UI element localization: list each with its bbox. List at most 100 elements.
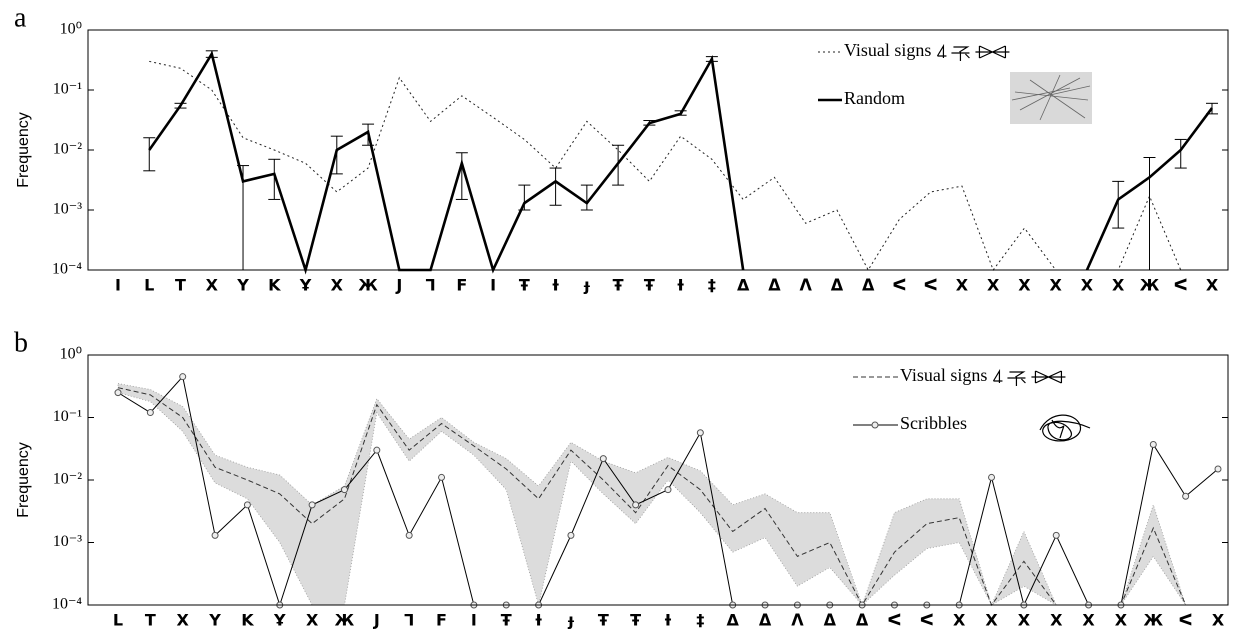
- x-tick-label: ᐸ: [924, 276, 938, 295]
- legend-marker: [871, 421, 879, 429]
- error-bar: [1112, 180, 1125, 229]
- data-point: [308, 501, 316, 509]
- random-inset: [1010, 72, 1092, 124]
- x-tick-label: X: [177, 611, 190, 630]
- x-tick-label: Ŧ: [613, 276, 624, 295]
- error-bar: [205, 50, 218, 58]
- error-bar: [612, 144, 625, 186]
- x-tick-label: ᐸ: [920, 611, 934, 630]
- data-point: [438, 473, 446, 481]
- error-bar: [674, 110, 687, 116]
- data-point: [146, 409, 154, 417]
- x-tick-label: Ɨ: [535, 611, 542, 630]
- data-point: [1182, 492, 1190, 500]
- y-tick-label: 10⁻³: [53, 201, 82, 218]
- x-tick-label: Ꞁ: [404, 611, 414, 630]
- error-bar: [1174, 138, 1187, 169]
- data-point: [1214, 465, 1222, 473]
- x-tick-label: Ꞁ: [425, 276, 435, 295]
- x-tick-label: Y: [236, 276, 249, 295]
- x-tick-label: Ұ: [273, 611, 286, 630]
- x-tick-label: ‡: [696, 611, 704, 630]
- y-tick-label: 10⁻¹: [53, 81, 82, 98]
- x-tick-label: Δ: [737, 276, 750, 295]
- x-tick-label: ɟ: [583, 276, 590, 295]
- error-bar: [580, 184, 593, 211]
- data-point: [988, 473, 996, 481]
- x-tick-label: X: [1050, 276, 1063, 295]
- x-tick-label: J: [373, 611, 380, 630]
- y-tick-label: 10⁻³: [53, 533, 82, 550]
- x-tick-label: Ŧ: [598, 611, 609, 630]
- x-tick-label: I: [115, 276, 121, 295]
- x-tick-label: X: [206, 276, 219, 295]
- data-point: [567, 531, 575, 539]
- data-point: [632, 501, 640, 509]
- x-tick-label: I: [490, 276, 496, 295]
- x-tick-label: X: [1050, 611, 1063, 630]
- error-bar: [1206, 102, 1218, 115]
- legend-glyph-icon: [1031, 370, 1066, 384]
- x-tick-label: Ɨ: [552, 276, 559, 295]
- x-tick-label: Ж: [1140, 276, 1160, 295]
- error-bar: [330, 135, 343, 175]
- x-tick-label: Ŧ: [519, 276, 530, 295]
- x-tick-label: X: [331, 276, 344, 295]
- x-tick-label: I: [471, 611, 477, 630]
- data-point: [340, 486, 348, 494]
- error-bar: [362, 123, 375, 146]
- x-tick-label: ᐸ: [1179, 611, 1193, 630]
- x-tick-label: T: [145, 611, 156, 630]
- x-tick-label: ɟ: [567, 611, 574, 630]
- x-tick-label: L: [144, 276, 154, 295]
- x-tick-label: ᐃ: [862, 276, 875, 295]
- x-tick-label: K: [241, 611, 254, 630]
- y-axis-label: Frequency: [15, 442, 32, 518]
- plot-frame: [87, 354, 1229, 606]
- x-tick-label: ᐃ: [856, 611, 869, 630]
- data-point: [373, 446, 381, 454]
- error-bar: [705, 56, 718, 62]
- data-point: [243, 501, 251, 509]
- x-tick-label: Y: [208, 611, 221, 630]
- y-tick-label: 10⁻⁴: [52, 261, 82, 278]
- x-tick-label: ‡: [708, 276, 716, 295]
- legend-glyph-icon: [936, 43, 947, 58]
- x-tick-label: X: [956, 276, 969, 295]
- x-tick-label: X: [1212, 611, 1225, 630]
- x-tick-label: X: [1081, 276, 1094, 295]
- x-tick-label: X: [1082, 611, 1095, 630]
- x-tick-label: J: [395, 276, 402, 295]
- x-tick-label: ᐃ: [824, 611, 837, 630]
- x-tick-label: X: [1018, 611, 1031, 630]
- data-point: [664, 486, 672, 494]
- x-tick-label: K: [268, 276, 281, 295]
- legend-glyph-icon: [992, 368, 1003, 383]
- x-tick-label: X: [985, 611, 998, 630]
- x-tick-label: F: [456, 276, 467, 295]
- y-tick-label: 10⁻¹: [53, 408, 82, 425]
- x-tick-label: L: [113, 611, 123, 630]
- panel-label: a: [14, 2, 27, 33]
- plot-frame: [87, 29, 1229, 271]
- series-line: [149, 60, 1182, 272]
- error-bar: [268, 158, 281, 200]
- legend-label: Scribbles: [900, 413, 967, 433]
- error-bar: [174, 102, 187, 109]
- x-tick-label: Δ: [727, 611, 740, 630]
- x-tick-label: ᐱ: [799, 276, 812, 295]
- x-tick-label: ᐸ: [1174, 276, 1188, 295]
- error-bar: [143, 137, 156, 172]
- scribble-icon: [1039, 414, 1091, 442]
- band-area: [117, 383, 1187, 607]
- y-tick-label: 10⁻⁴: [52, 596, 82, 613]
- legend-label: Visual signs: [900, 365, 987, 385]
- legend-glyph-icon: [975, 45, 1010, 59]
- x-tick-label: ᐃ: [831, 276, 844, 295]
- x-tick-label: Ɨ: [678, 276, 685, 295]
- x-tick-label: X: [987, 276, 1000, 295]
- error-bar: [518, 184, 531, 211]
- legend-label: Random: [844, 88, 905, 108]
- y-tick-label: 10⁰: [60, 346, 82, 363]
